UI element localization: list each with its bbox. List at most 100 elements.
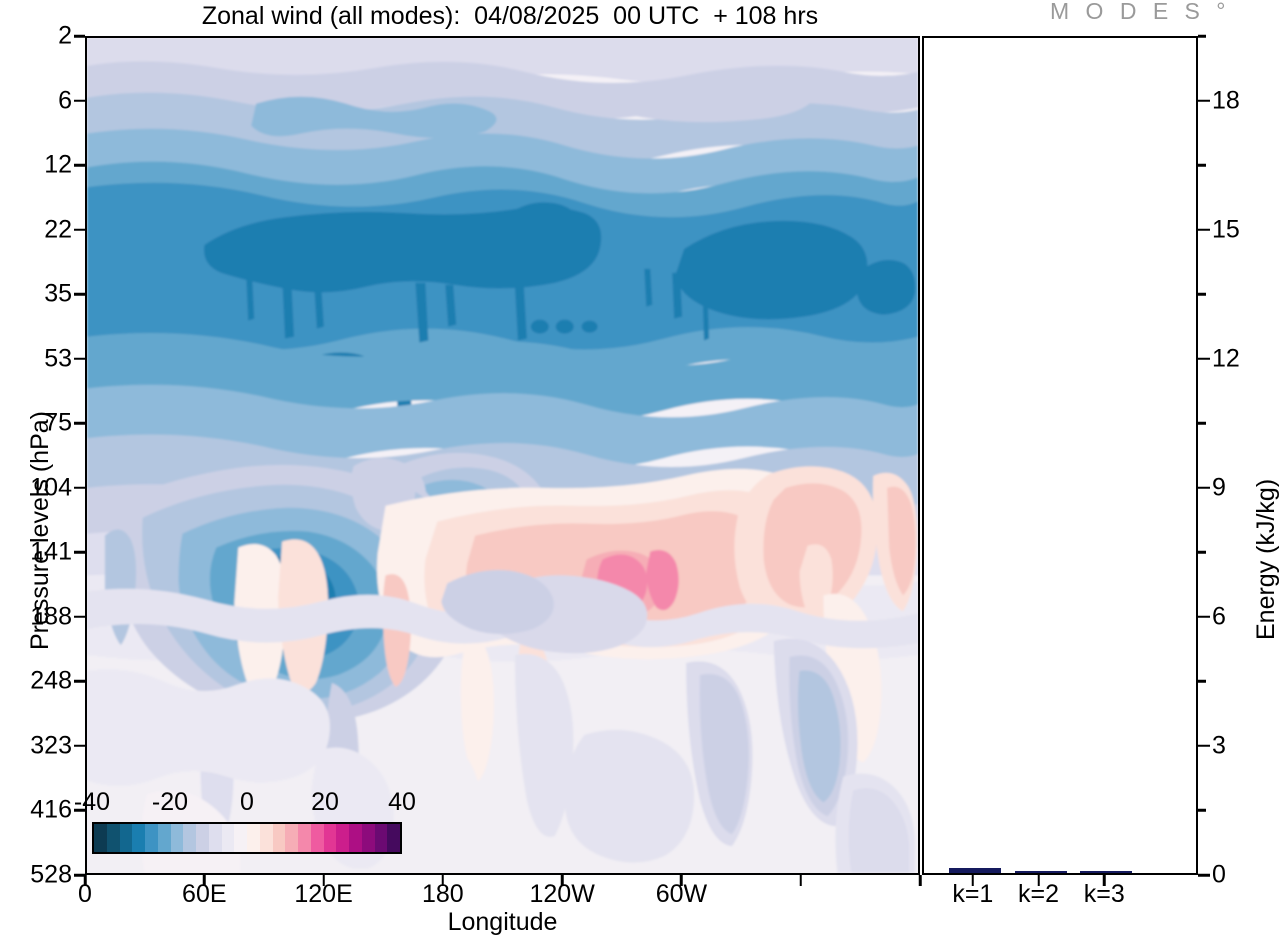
colorbar-tick-labels: -40 -20 0 20 40 [74,788,422,818]
pressure-tick-mark [74,292,85,296]
colorbar-swatch [157,824,171,852]
colorbar-swatch [106,824,120,852]
pressure-tick-label: 53 [44,344,72,373]
energy-tick-mark [1198,99,1210,102]
colorbar-swatch [285,824,298,852]
longitude-tick-mark [680,875,683,886]
longitude-tick-mark [441,875,445,886]
colorbar-swatch [336,824,349,852]
pressure-axis-title: Pressure levels (hPa) [26,411,54,650]
longitude-tick-mark [560,875,564,886]
colorbar-widget: -40 -20 0 20 40 [74,788,416,860]
energy-minor-tick-mark [1198,292,1206,296]
figure-title: Zonal wind (all modes): 04/08/2025 00 UT… [201,2,819,30]
colorbar-swatch [170,824,184,852]
pressure-tick-mark [74,744,85,748]
pressure-tick-label: 528 [30,860,72,889]
pressure-tick-label: 35 [44,279,72,308]
pressure-tick-label: 416 [30,795,72,824]
pressure-tick-mark [74,357,85,360]
energy-tick-mark [1198,228,1210,231]
pressure-tick-mark [74,615,85,619]
energy-tick-mark [1198,357,1210,360]
colorbar-swatch [132,824,145,852]
pressure-tick-mark [74,551,85,554]
colorbar-swatch [145,824,158,852]
energy-tick-label: 6 [1212,602,1226,631]
energy-tick-mark [1198,873,1210,877]
colorbar-tick: -20 [151,788,189,816]
longitude-tick-mark [83,875,87,886]
energy-tick-label: 18 [1212,86,1240,115]
pressure-tick-label: 141 [30,537,72,566]
pressure-tick-mark [74,228,85,231]
pressure-tick-label: 12 [44,150,72,179]
pressure-tick-label: 2 [58,21,72,50]
energy-tick-mark [1198,744,1210,748]
contour-field [87,38,918,873]
pressure-tick-mark [74,421,85,425]
energy-minor-tick-mark [1198,551,1206,554]
energy-minor-tick-mark [1198,680,1206,683]
longitude-tick-mark [918,875,922,886]
energy-tick-mark [1198,486,1210,490]
longitude-axis-title: Longitude [447,908,558,936]
pressure-tick-label: 75 [44,408,72,437]
colorbar-swatch [361,824,375,852]
energy-minor-tick-mark [1198,809,1206,812]
longitude-tick-label: 0 [78,880,92,908]
longitude-tick-mark [322,875,325,886]
energy-minor-tick-mark [1198,34,1206,38]
energy-bar-panel [922,36,1198,875]
pressure-tick-mark [74,486,85,490]
energy-tick-mark [1198,615,1210,619]
colorbar-swatch [247,824,260,852]
energy-bar [1080,871,1133,873]
pressure-tick-mark [74,809,85,812]
pressure-tick-label: 104 [30,473,72,502]
pressure-tick-label: 22 [44,215,72,244]
zonal-wind-contour-panel [85,36,920,875]
colorbar-swatch [208,824,222,852]
pressure-tick-label: 188 [30,602,72,631]
pressure-tick-mark [74,163,85,167]
energy-tick-label: 3 [1212,731,1226,760]
longitude-tick-mark [203,875,206,886]
pressure-tick-label: 248 [30,666,72,695]
wavenumber-tick-mark [1037,875,1040,886]
colorbar-swatch [349,824,362,852]
colorbar-swatch [323,824,337,852]
colorbar-swatch [374,824,388,852]
modes-watermark: M O D E S ° [1050,0,1231,24]
energy-tick-label: 15 [1212,215,1240,244]
longitude-tick-mark [799,875,802,886]
colorbar-swatch [94,824,107,852]
colorbar-swatch [119,824,133,852]
colorbar-swatch [259,824,273,852]
colorbar-swatch [272,824,286,852]
colorbar-tick: 20 [311,788,339,816]
colorbar-swatch [196,824,209,852]
wavenumber-tick-mark [1103,875,1106,886]
energy-bar [1014,871,1067,873]
pressure-tick-label: 323 [30,731,72,760]
colorbar-tick: 40 [388,788,416,816]
pressure-tick-mark [74,99,85,102]
pressure-axis: 2 6 12 22 35 53 75 104 141 188 248 323 416 528 [0,0,85,942]
pressure-tick-label: 6 [58,86,72,115]
energy-axis-title: Energy (kJ/kg) [1252,478,1280,640]
energy-bar [948,868,1001,873]
pressure-tick-mark [74,680,85,683]
colorbar-swatch [183,824,196,852]
colorbar-swatch [221,824,235,852]
pressure-tick-mark [74,873,85,877]
colorbar-gradient [92,822,402,854]
energy-minor-tick-mark [1198,163,1206,167]
colorbar-swatch [298,824,311,852]
colorbar-swatch [387,824,400,852]
colorbar-swatch [310,824,324,852]
colorbar-swatch [234,824,247,852]
energy-minor-tick-mark [1198,421,1206,425]
energy-tick-label: 9 [1212,473,1226,502]
